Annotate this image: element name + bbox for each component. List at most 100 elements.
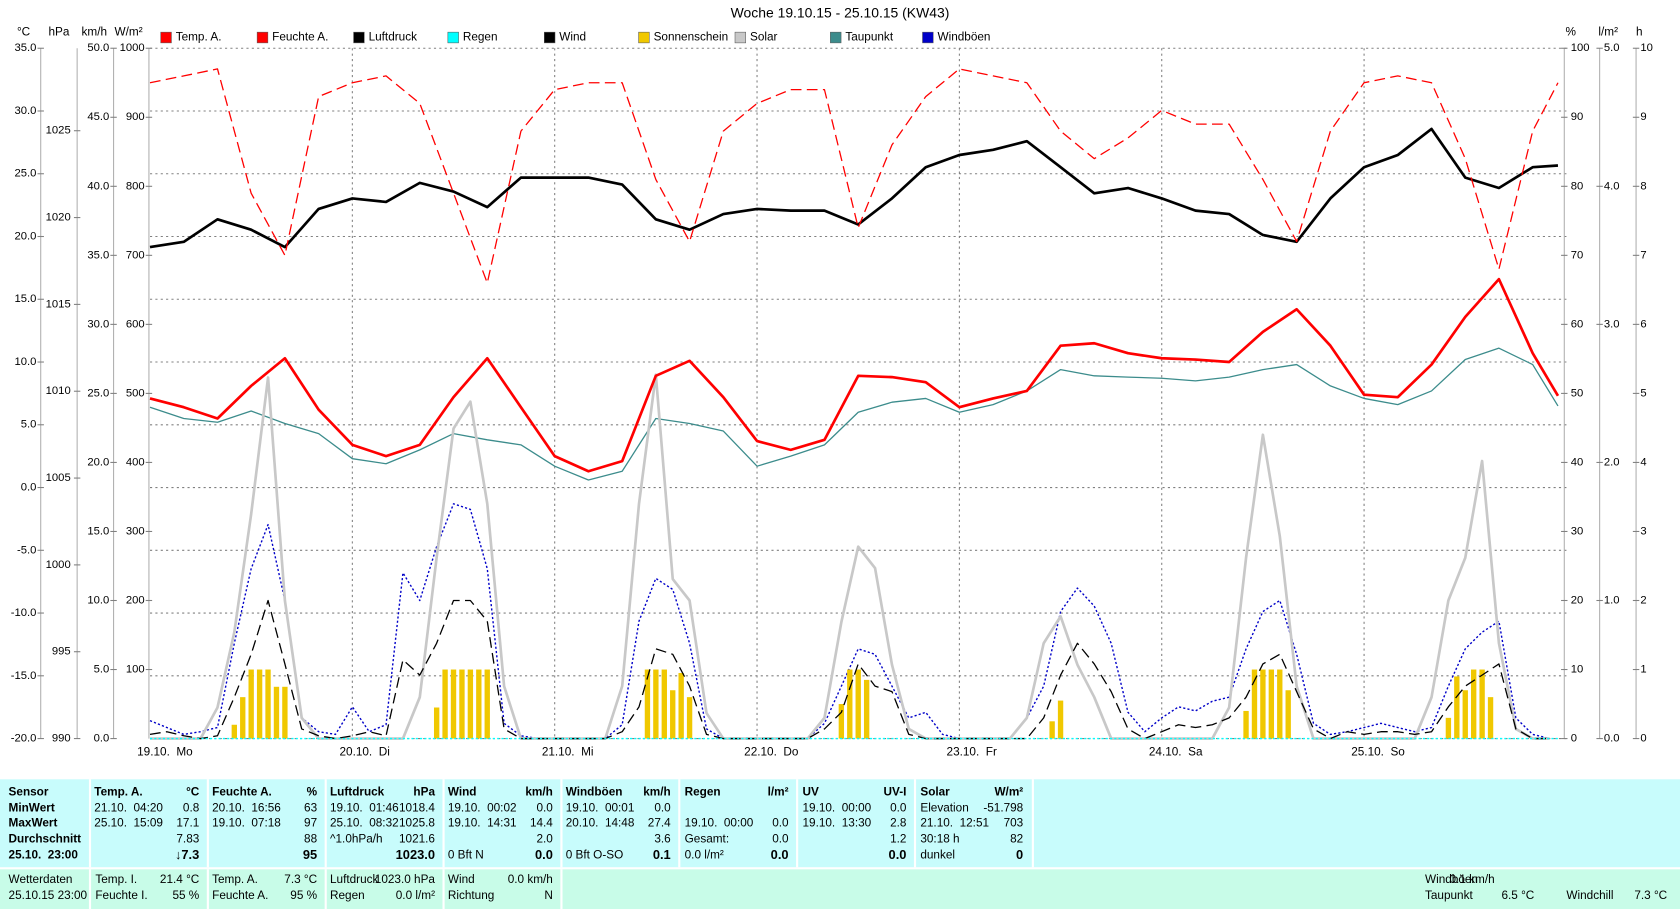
cell-value: 0.0: [771, 847, 789, 862]
legend-swatch: [638, 31, 650, 44]
y-tick-label: 5.0: [94, 663, 110, 675]
cell-value: 63: [304, 801, 318, 814]
y-tick-label: 0.0: [94, 733, 110, 745]
y-tick-label: 15.0: [15, 293, 37, 305]
y-tick-label: 10.0: [87, 594, 109, 606]
sunshine-bar: [1454, 676, 1460, 739]
series-line: [149, 127, 1559, 249]
y-tick-label: 0: [1571, 733, 1577, 745]
x-tick-label: 25.10. So: [1351, 746, 1405, 759]
column-unit: hPa: [413, 785, 435, 798]
column-unit: %: [307, 785, 318, 798]
sunshine-bar: [1471, 669, 1477, 739]
y-tick-label: 1010: [46, 385, 71, 397]
cell-label: 19.10. 07:18: [212, 816, 281, 829]
y-tick-label: 400: [126, 456, 145, 468]
current-value: 1023.0 hPa: [375, 873, 436, 886]
cell-value: 1021.6: [399, 832, 435, 845]
cell-value: 7.83: [176, 832, 199, 845]
sunshine-bar: [838, 704, 845, 739]
legend-label: Feuchte A.: [272, 31, 328, 44]
cell-label: Gesamt:: [685, 832, 729, 845]
y-tick-label: 20: [1571, 594, 1584, 606]
cell-value: 0.8: [183, 801, 200, 814]
sunshine-bar: [256, 669, 263, 739]
sunshine-bar: [847, 669, 853, 739]
y-tick-label: 45.0: [87, 111, 109, 123]
y-tick-label: 100: [1571, 42, 1590, 54]
cell-label: 19.10. 00:00: [803, 801, 872, 814]
y-tick-label: 50.0: [87, 42, 109, 54]
column-title: Solar: [920, 785, 950, 798]
column-title: Regen: [685, 785, 721, 798]
column-unit: UV-I: [884, 785, 907, 798]
axis-title: W/m²: [115, 25, 143, 38]
sunshine-bar: [433, 707, 440, 739]
series-line: [149, 503, 1550, 740]
sunshine-bar: [265, 669, 271, 739]
y-tick-label: -5.0: [17, 544, 36, 556]
sunshine-bar: [1251, 669, 1258, 739]
sunshine-bar: [1285, 690, 1291, 739]
cell-label: MinWert: [9, 801, 55, 814]
y-tick-label: 10: [1571, 663, 1584, 675]
y-tick-label: 600: [126, 318, 145, 330]
sunshine-bar: [678, 672, 684, 739]
legend-swatch: [256, 31, 269, 44]
column-unit: km/h: [643, 785, 670, 798]
y-tick-label: 995: [52, 646, 71, 658]
cell-label: 30:18 h: [920, 832, 959, 845]
sunshine-bar: [248, 669, 254, 739]
column-title: Temp. A.: [94, 785, 142, 798]
y-tick-label: 0.0: [21, 482, 37, 494]
current-value: 7.3 °C: [284, 873, 317, 886]
y-tick-label: 1005: [46, 472, 71, 484]
sunshine-bar: [1487, 697, 1494, 739]
series-line: [149, 68, 1559, 284]
current-label: Feuchte A.: [212, 889, 268, 902]
cell-value: 0.0: [772, 832, 789, 845]
sunshine-bar: [1277, 669, 1283, 739]
legend-swatch: [544, 31, 556, 44]
y-tick-label: 990: [52, 733, 71, 745]
legend-swatch: [160, 31, 172, 44]
current-value: 0.0 km/h: [508, 873, 553, 886]
summary-panel: [0, 779, 1680, 868]
current-value: 0.1 km/h: [1450, 873, 1495, 886]
y-tick-label: -10.0: [11, 607, 37, 619]
cell-label: 19.10. 00:01: [566, 801, 635, 814]
cell-label: Elevation: [920, 801, 968, 814]
sunshine-bar: [450, 669, 457, 739]
x-tick-label: 19.10. Mo: [137, 746, 193, 759]
y-tick-label: 200: [126, 594, 145, 606]
y-tick-label: 50: [1571, 387, 1584, 399]
cell-label: 0.0 l/m²: [685, 849, 724, 862]
y-tick-label: 80: [1571, 180, 1584, 192]
cell-value: 27.4: [648, 816, 671, 829]
y-tick-label: 9: [1640, 111, 1646, 123]
legend-label: Solar: [750, 31, 778, 44]
y-tick-label: 6: [1640, 318, 1646, 330]
column-unit: l/m²: [768, 785, 789, 798]
sunshine-bar: [240, 697, 246, 739]
y-tick-label: 40.0: [87, 180, 109, 192]
y-tick-label: 30.0: [15, 105, 37, 117]
current-label: Windböen: [1425, 873, 1478, 886]
cell-value: 14.4: [530, 816, 553, 829]
y-tick-label: 15.0: [87, 525, 109, 537]
cell-value: 2.8: [890, 816, 907, 829]
cell-value: 0.0: [890, 801, 907, 814]
sunshine-bar: [661, 669, 667, 739]
current-value: 7.3 °C: [1634, 889, 1667, 902]
legend-swatch: [830, 31, 842, 44]
legend-swatch: [734, 31, 746, 44]
column-title: Luftdruck: [330, 785, 385, 798]
cell-label: MaxWert: [9, 816, 58, 829]
sunshine-bar: [484, 669, 490, 739]
x-tick-label: 23.10. Fr: [947, 746, 997, 759]
cell-value: 0.0: [654, 801, 671, 814]
y-tick-label: 5.0: [1604, 42, 1620, 54]
sunshine-bar: [1243, 710, 1249, 739]
y-tick-label: 500: [126, 387, 145, 399]
